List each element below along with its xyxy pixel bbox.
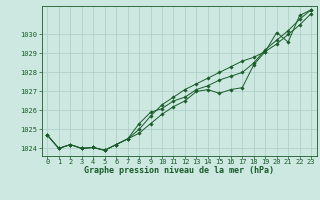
X-axis label: Graphe pression niveau de la mer (hPa): Graphe pression niveau de la mer (hPa) [84,166,274,175]
